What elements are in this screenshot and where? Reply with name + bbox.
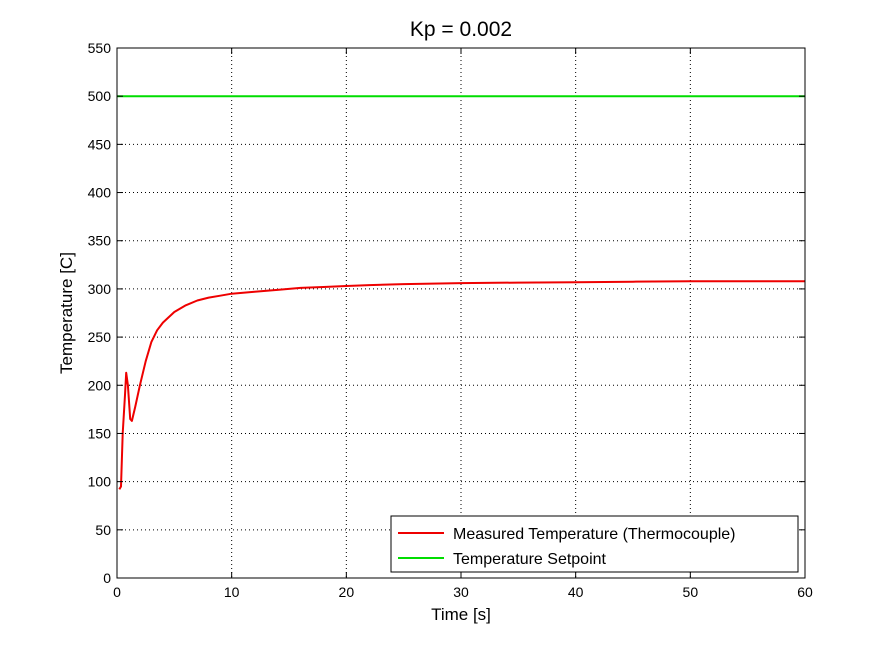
y-tick-label: 200 — [88, 377, 112, 393]
legend-entry-measured: Measured Temperature (Thermocouple) — [453, 526, 736, 543]
x-tick-label: 50 — [683, 584, 699, 600]
legend-entry-setpoint: Temperature Setpoint — [453, 551, 607, 568]
legend: Measured Temperature (Thermocouple) Temp… — [390, 515, 799, 573]
x-tick-label: 40 — [568, 584, 584, 600]
y-tick-label: 150 — [88, 425, 112, 441]
y-tick-label: 500 — [88, 88, 112, 104]
y-tick-label: 50 — [95, 522, 111, 538]
series-layer — [117, 95, 805, 490]
x-axis-label: Time [s] — [431, 605, 491, 624]
y-tick-label: 450 — [88, 136, 112, 152]
y-tick-label: 100 — [88, 474, 112, 490]
series-line-measured-temperature — [118, 280, 805, 490]
chart-title: Kp = 0.002 — [410, 18, 512, 41]
x-tick-label: 0 — [113, 584, 121, 600]
y-tick-label: 400 — [88, 185, 112, 201]
y-tick-label: 350 — [88, 233, 112, 249]
legend-box — [390, 515, 799, 573]
y-tick-label: 0 — [103, 570, 111, 586]
x-tick-label: 30 — [453, 584, 469, 600]
x-tick-label: 20 — [339, 584, 355, 600]
y-tick-label: 550 — [88, 40, 112, 56]
y-axis-label: Temperature [C] — [57, 252, 76, 374]
y-tick-label: 300 — [88, 281, 112, 297]
x-tick-label: 60 — [797, 584, 813, 600]
y-tick-label: 250 — [88, 329, 112, 345]
axis-ticks: 0 10 20 30 40 50 60 0 50 100 150 200 250 300 350 400 450… — [88, 40, 813, 600]
x-tick-label: 10 — [224, 584, 240, 600]
